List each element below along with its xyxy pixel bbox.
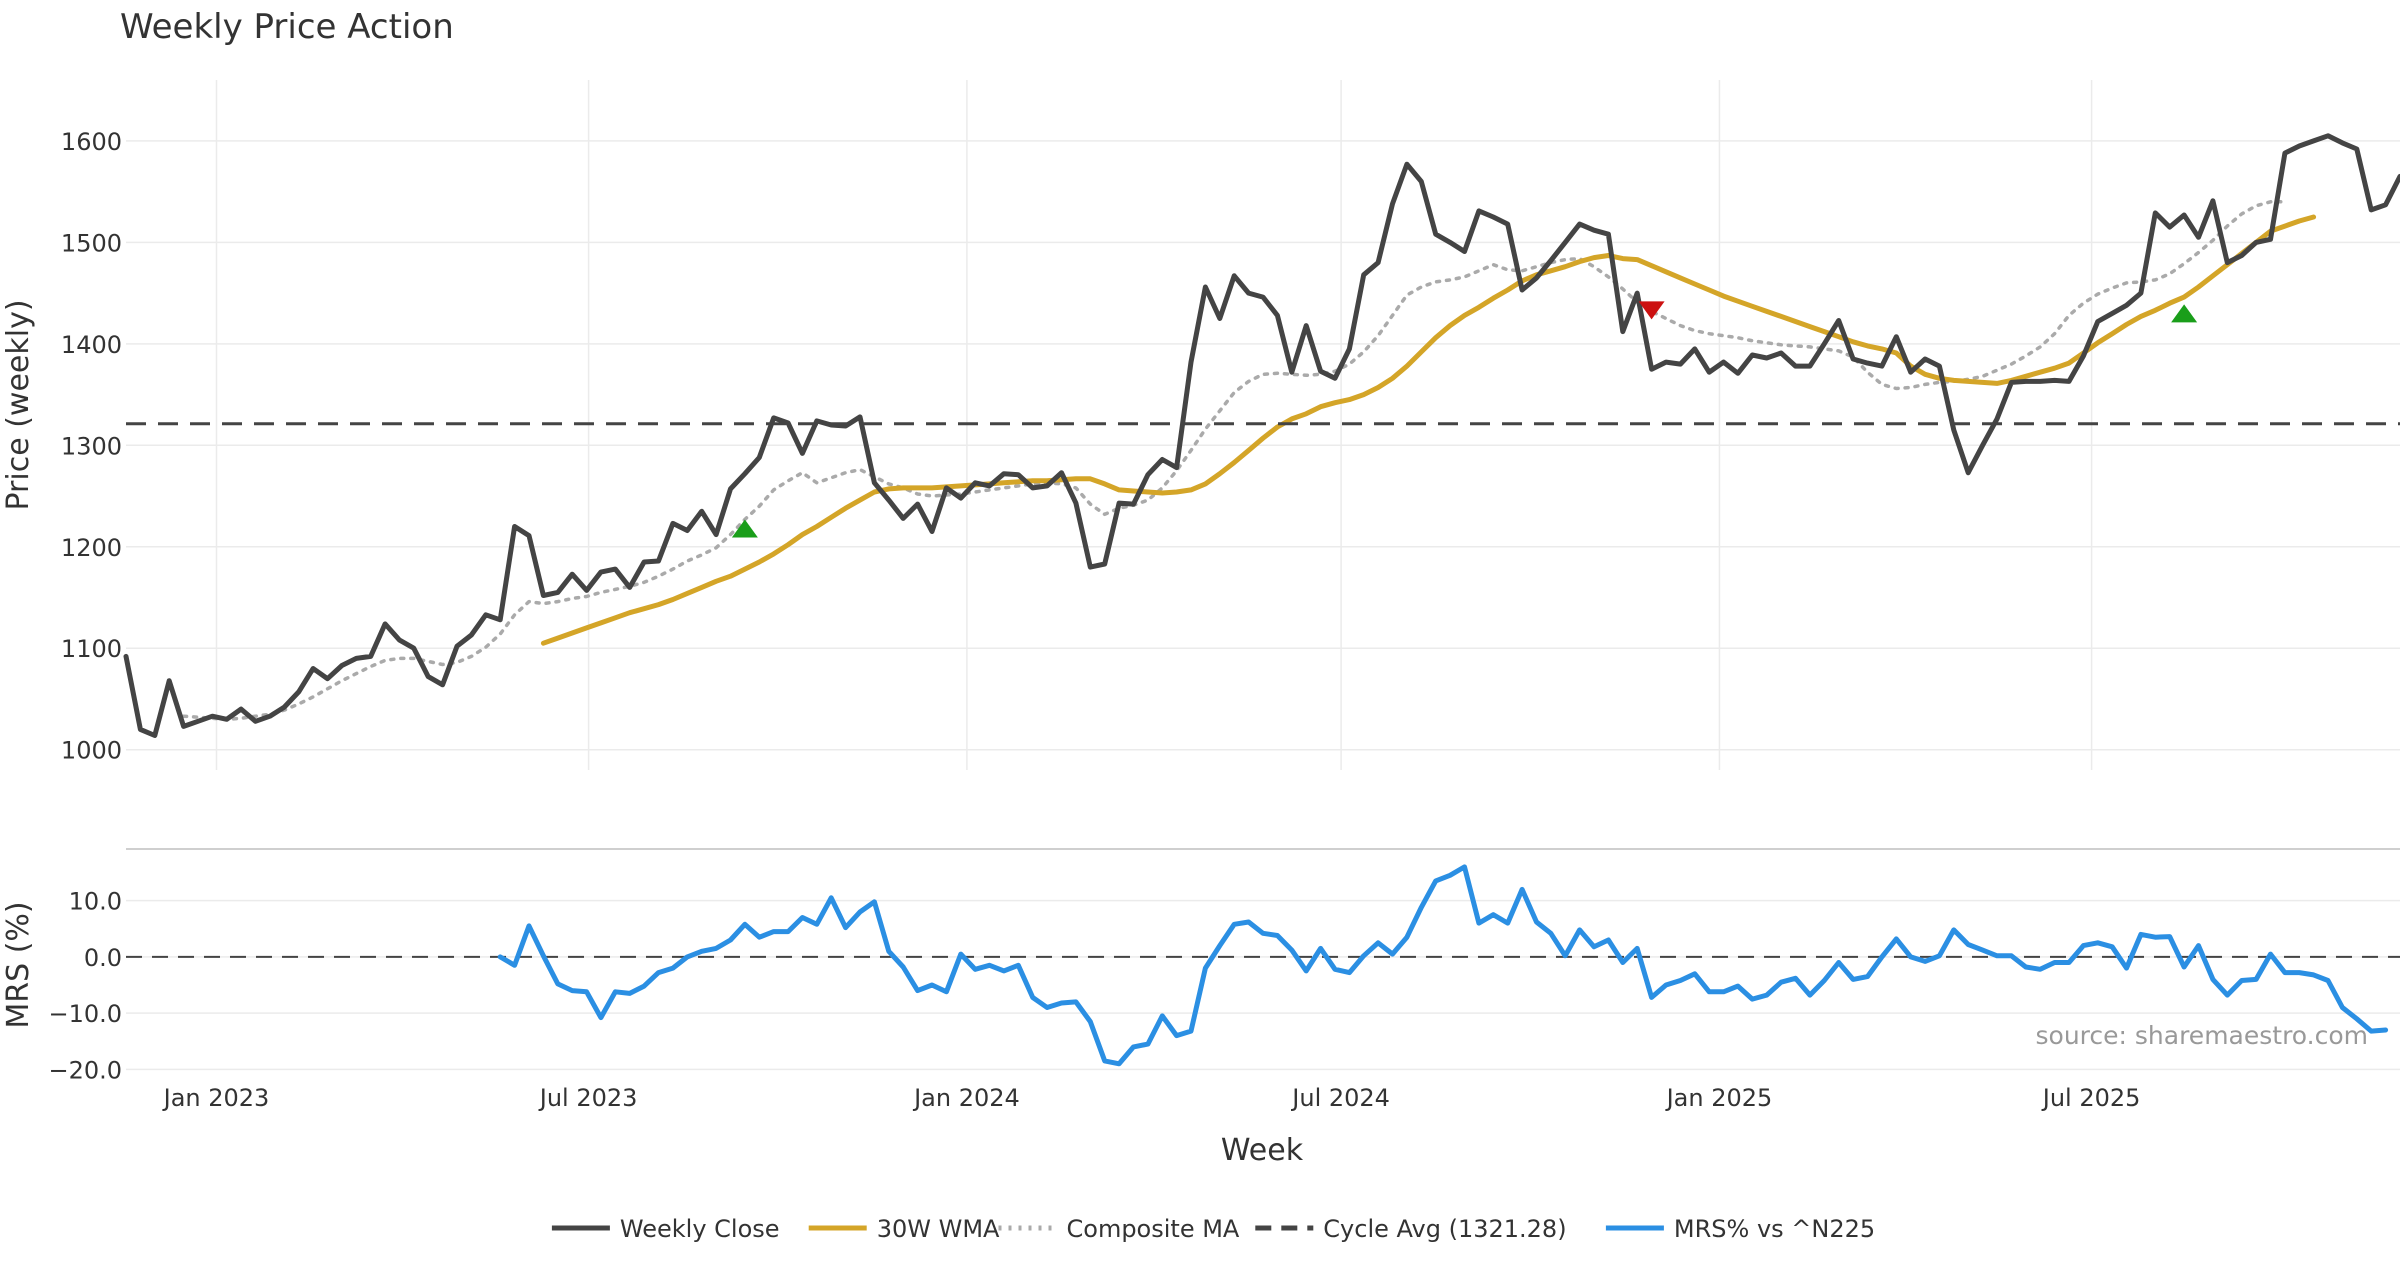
wma-30w-line [540, 214, 2317, 646]
buy-signal-marker-2 [2171, 304, 2198, 323]
legend-label: MRS% vs ^N225 [1674, 1215, 1875, 1243]
legend-label: Weekly Close [620, 1215, 780, 1243]
price-y-tick-label: 1300 [61, 432, 122, 460]
price-y-axis-label: Price (weekly) [1, 299, 36, 510]
sell-signal-marker-1 [1638, 301, 1665, 320]
buy-signal-marker-0 [731, 519, 758, 538]
legend-item-1: 30W WMA [808, 1215, 1000, 1243]
mrs-y-tick-label: −10.0 [48, 1000, 122, 1028]
x-tick-label: Jan 2024 [912, 1084, 1020, 1112]
legend-item-2: Composite MA [998, 1215, 1240, 1243]
x-tick-label: Jul 2023 [538, 1084, 638, 1112]
composite-ma-line [181, 200, 2287, 722]
x-tick-label: Jul 2024 [1290, 1084, 1390, 1112]
x-tick-label: Jul 2025 [2041, 1084, 2141, 1112]
price-y-tick-label: 1600 [61, 128, 122, 156]
legend: Weekly Close 30W WMA Composite MA Cycle Avg… [551, 1215, 1875, 1243]
mrs-y-tick-label: 0.0 [84, 944, 122, 972]
price-y-tick-label: 1000 [61, 737, 122, 765]
x-axis-label: Week [1221, 1133, 1304, 1168]
price-y-tick-label: 1400 [61, 331, 122, 359]
x-tick-label: Jan 2023 [162, 1084, 270, 1112]
x-tick-label: Jan 2025 [1665, 1084, 1773, 1112]
legend-label: 30W WMA [877, 1215, 1000, 1243]
mrs-y-axis-label: MRS (%) [1, 901, 36, 1028]
mrs-line [497, 864, 2389, 1067]
legend-label: Cycle Avg (1321.28) [1323, 1215, 1566, 1243]
mrs-y-tick-label: −20.0 [48, 1056, 122, 1084]
price-y-tick-label: 1200 [61, 534, 122, 562]
plot-layer: 1000 1100 1200 1300 1400 1500 1600 −20.0 −10.0 0.… [48, 80, 2400, 1112]
legend-item-4: MRS% vs ^N225 [1605, 1215, 1875, 1243]
chart-title: Weekly Price Action [120, 7, 454, 47]
mrs-y-tick-label: 10.0 [69, 888, 122, 916]
legend-item-3: Cycle Avg (1321.28) [1255, 1215, 1567, 1243]
source-attribution: source: sharemaestro.com [2036, 1021, 2369, 1050]
price-y-tick-label: 1500 [61, 229, 122, 257]
price-y-tick-label: 1100 [61, 635, 122, 663]
legend-label: Composite MA [1067, 1215, 1240, 1243]
weekly-close-line [123, 133, 2400, 738]
legend-item-0: Weekly Close [551, 1215, 780, 1243]
